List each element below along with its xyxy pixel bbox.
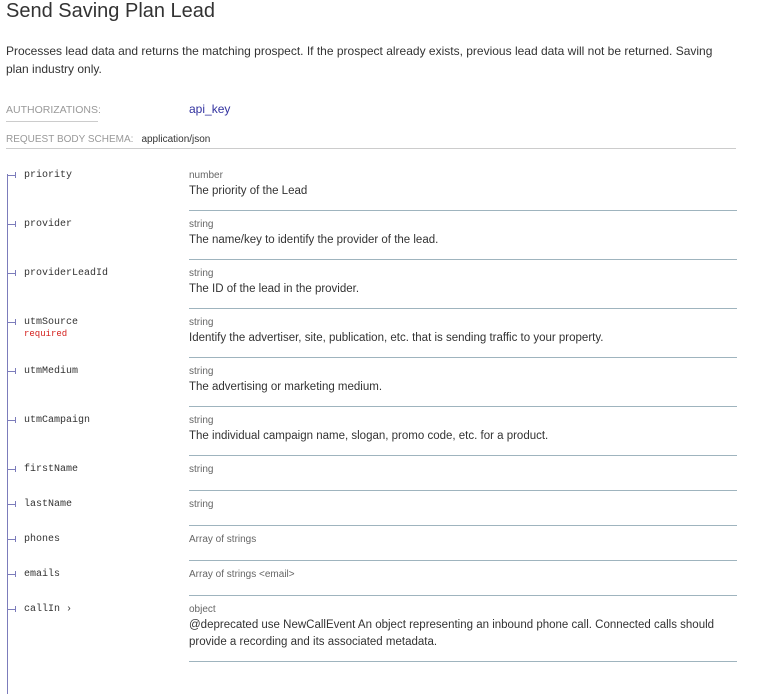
field-description: The priority of the Lead [189, 185, 308, 197]
field-description: The ID of the lead in the provider. [189, 283, 360, 295]
field-details: string [189, 456, 737, 491]
field-row: utmCampaign string The individual campaign… [0, 407, 737, 456]
field-description: The name/key to identify the provider of… [189, 234, 439, 246]
endpoint-description: Processes lead data and returns the matc… [6, 44, 713, 76]
tree-line [7, 174, 8, 694]
field-description: The advertising or marketing medium. [189, 381, 383, 393]
field-type: string [189, 317, 214, 328]
field-row: emails Array of strings <email> [0, 561, 737, 596]
authorization-api-key[interactable]: api_key [189, 102, 231, 116]
field-name: lastName [0, 491, 189, 526]
field-details: Array of strings <email> [189, 561, 737, 596]
authorizations-label: AUTHORIZATIONS: [6, 104, 101, 116]
field-name-text: provider [24, 219, 73, 230]
field-details: string The name/key to identify the provi… [189, 211, 737, 260]
field-description: @deprecated use NewCallEvent An object r… [189, 619, 715, 648]
field-type: number [189, 170, 223, 181]
field-name: phones [0, 526, 189, 561]
field-name-text: lastName [24, 499, 73, 510]
field-details: Array of strings [189, 526, 737, 561]
field-name-text: priority [24, 170, 73, 181]
field-row: utmMedium string The advertising or market… [0, 358, 737, 407]
field-name-text: emails [24, 569, 61, 580]
divider [6, 148, 736, 149]
field-row: utmSource required string Identify the adve… [0, 309, 737, 358]
field-details: string The ID of the lead in the provider… [189, 260, 737, 309]
field-name-text: callIn › [24, 604, 73, 615]
schema-content-type: application/json [141, 134, 211, 145]
field-row: providerLeadId string The ID of the lead i… [0, 260, 737, 309]
field-name: utmCampaign [0, 407, 189, 456]
field-name-text: utmMedium [24, 366, 79, 377]
divider [6, 121, 98, 122]
field-details: string Identify the advertiser, site, pub… [189, 309, 737, 358]
field-row: provider string The name/key to identify t… [0, 211, 737, 260]
schema-fields: priority number The priority of the Lead pr… [0, 162, 737, 662]
field-type: Array of strings [189, 534, 257, 545]
field-type: string [189, 415, 214, 426]
field-name-text: utmCampaign [24, 415, 91, 426]
request-body-schema: REQUEST BODY SCHEMA: application/json [6, 134, 210, 145]
field-type: string [189, 366, 214, 377]
field-name: provider [0, 211, 189, 260]
field-name: emails [0, 561, 189, 596]
field-description: The individual campaign name, slogan, pr… [189, 430, 549, 442]
schema-label: REQUEST BODY SCHEMA: [6, 134, 134, 145]
field-name: firstName [0, 456, 189, 491]
field-name-text: providerLeadId [24, 268, 109, 279]
field-details: string [189, 491, 737, 526]
field-row: priority number The priority of the Lead [0, 162, 737, 211]
field-row: callIn › object @deprecated use NewCallEve… [0, 596, 737, 662]
field-type: string [189, 219, 214, 230]
field-name: utmSource required [0, 309, 189, 358]
field-details: number The priority of the Lead [189, 162, 737, 211]
field-name-text: utmSource [24, 317, 79, 328]
field-details: string The advertising or marketing mediu… [189, 358, 737, 407]
field-name: utmMedium [0, 358, 189, 407]
field-name-text: firstName [24, 464, 79, 475]
field-type: string [189, 268, 214, 279]
field-name: providerLeadId [0, 260, 189, 309]
field-row: phones Array of strings [0, 526, 737, 561]
field-type: string [189, 464, 214, 475]
required-badge: required [24, 329, 68, 339]
field-type: Array of strings <email> [189, 569, 295, 580]
page-title: Send Saving Plan Lead [6, 0, 216, 22]
field-description: Identify the advertiser, site, publicati… [189, 332, 604, 344]
field-row: firstName string [0, 456, 737, 491]
field-name[interactable]: callIn › [0, 596, 189, 662]
field-type: string [189, 499, 214, 510]
field-type: object [189, 604, 216, 615]
field-name-text: phones [24, 534, 61, 545]
field-details: object @deprecated use NewCallEvent An ob… [189, 596, 737, 662]
field-details: string The individual campaign name, slog… [189, 407, 737, 456]
field-row: lastName string [0, 491, 737, 526]
field-name: priority [0, 162, 189, 211]
